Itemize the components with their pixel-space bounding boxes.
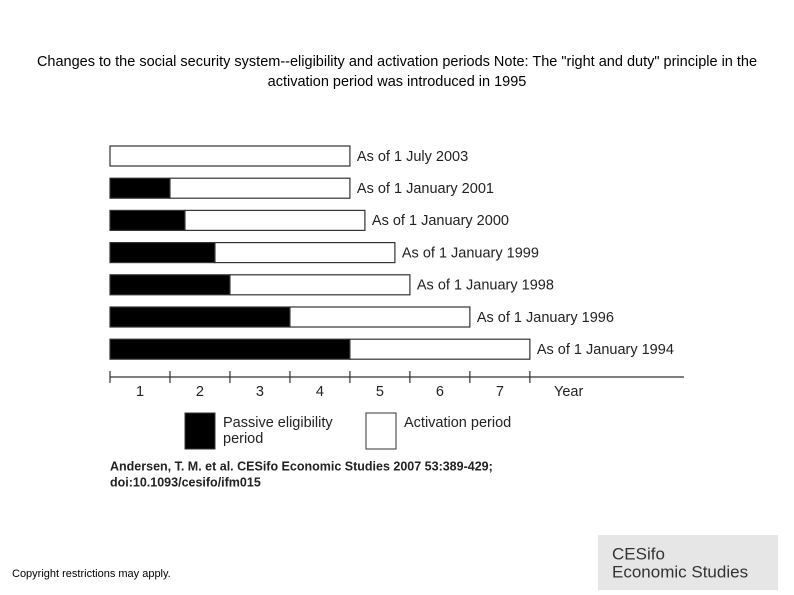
bar-segment	[109, 145, 351, 167]
bar-segment	[109, 209, 186, 231]
x-tick-label: 3	[256, 384, 264, 400]
citation-line: Andersen, T. M. et al. CESifo Economic S…	[110, 459, 493, 473]
bar-segment	[109, 242, 216, 264]
x-tick-label: 1	[136, 384, 144, 400]
logo-line: Economic Studies	[612, 562, 748, 581]
x-tick-label: 4	[316, 384, 324, 400]
copyright: Copyright restrictions may apply.	[12, 568, 171, 580]
logo-line: CESifo	[612, 544, 665, 563]
bar-segment	[184, 209, 366, 231]
bar-segment	[229, 274, 411, 296]
slide-title: Changes to the social security system--e…	[36, 54, 758, 90]
bar-segment	[349, 338, 531, 360]
legend-swatch	[184, 412, 216, 450]
bar-segment	[109, 177, 171, 199]
bar-label: As of 1 January 1994	[537, 342, 674, 358]
bar-segment	[169, 177, 351, 199]
bar-segment	[109, 306, 291, 328]
x-tick-label: 5	[376, 384, 384, 400]
bar-label: As of 1 January 1999	[402, 245, 539, 261]
bar-label: As of 1 January 1996	[477, 310, 614, 326]
x-axis-label: Year	[554, 384, 583, 400]
bar-segment	[109, 338, 351, 360]
bar-segment	[109, 274, 231, 296]
x-tick-label: 7	[496, 384, 504, 400]
x-tick-label: 6	[436, 384, 444, 400]
bar-segment	[214, 242, 396, 264]
bar-label: As of 1 January 1998	[417, 278, 554, 294]
bar-segment	[289, 306, 471, 328]
legend-swatch	[365, 412, 397, 450]
bar-label: As of 1 January 2001	[357, 181, 494, 197]
bar-label: As of 1 July 2003	[357, 149, 468, 165]
bar-label: As of 1 January 2000	[372, 213, 509, 229]
legend-label: Passive eligibility period	[223, 415, 333, 447]
x-tick-label: 2	[196, 384, 204, 400]
logo-box	[598, 535, 778, 590]
citation-line: doi:10.1093/cesifo/ifm015	[110, 475, 261, 489]
legend-label: Activation period	[404, 415, 512, 431]
